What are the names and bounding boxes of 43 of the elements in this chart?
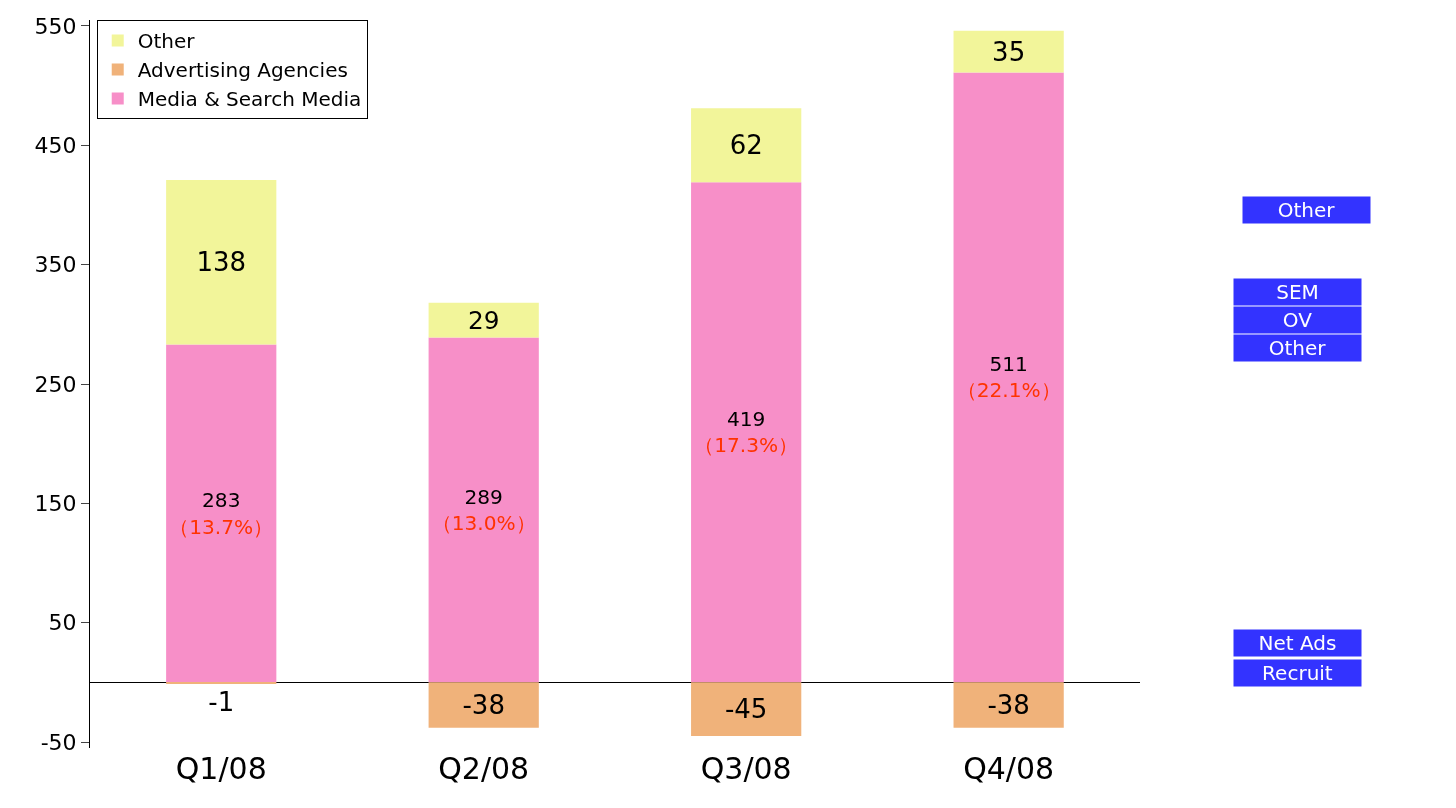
- legend-label: Advertising Agencies: [137, 58, 348, 83]
- y-tick-label: -50: [40, 729, 77, 755]
- text: SEM: [1276, 280, 1319, 304]
- y-tick-label: 350: [34, 252, 77, 278]
- y-tick-label: 450: [34, 133, 77, 159]
- data-label: -1: [208, 687, 235, 717]
- data-label: 138: [196, 247, 247, 278]
- bar: [428, 302, 539, 338]
- legend-label: Other: [137, 29, 196, 54]
- data-label: -38: [462, 690, 505, 721]
- bar: [953, 72, 1064, 683]
- data-label: 289 （13.0%）: [431, 484, 536, 535]
- text: Other: [1268, 336, 1327, 360]
- x-tick-label: Q4/08: [963, 751, 1055, 786]
- bar: [691, 182, 802, 683]
- bar: [428, 682, 539, 728]
- data-label: 511 （22.1%）: [956, 352, 1061, 403]
- bar: [953, 682, 1064, 728]
- x-tick-label: Q3/08: [700, 751, 792, 786]
- text: Other: [1277, 198, 1336, 222]
- data-label: -38: [987, 690, 1030, 721]
- bar: [691, 682, 802, 737]
- bar: [166, 179, 277, 345]
- bar: [428, 337, 539, 683]
- y-tick-label: 50: [48, 610, 77, 636]
- data-label: 62: [729, 130, 763, 161]
- x-tick-label: Q1/08: [175, 751, 267, 786]
- y-tick-label: 250: [34, 371, 77, 397]
- data-label: 29: [467, 305, 500, 335]
- data-label: -45: [724, 694, 768, 725]
- text: Recruit: [1262, 661, 1333, 685]
- bar: [953, 30, 1064, 73]
- bar: [691, 108, 802, 183]
- text: OV: [1282, 308, 1313, 332]
- data-label: 283 （13.7%）: [169, 488, 274, 539]
- y-tick-label: 150: [34, 491, 77, 517]
- x-tick-label: Q2/08: [438, 751, 530, 786]
- text: Net Ads: [1258, 631, 1337, 655]
- y-tick-label: 550: [34, 13, 77, 39]
- data-label: 35: [992, 36, 1026, 67]
- data-label: 419 （17.3%）: [694, 407, 799, 458]
- legend-label: Media & Search Media: [137, 87, 362, 112]
- bar: [166, 344, 277, 683]
